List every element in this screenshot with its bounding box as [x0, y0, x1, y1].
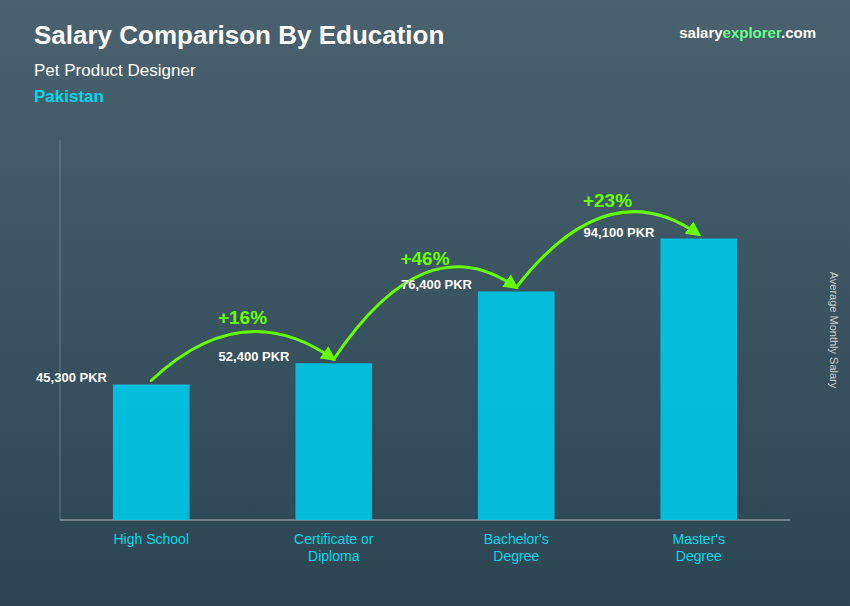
data-label: 94,100 PKR — [584, 225, 655, 240]
change-label: +16% — [218, 307, 267, 328]
category-label-line: Degree — [676, 548, 722, 564]
y-axis-label: Average Monthly Salary — [828, 272, 840, 389]
category-label: High School — [114, 531, 190, 547]
category-label: Certificate orDiploma — [294, 531, 374, 564]
bar — [660, 239, 737, 520]
watermark-part: .com — [781, 24, 816, 41]
watermark-part: salary — [679, 24, 723, 41]
bar — [478, 291, 555, 520]
change-arc — [516, 212, 699, 288]
country: Pakistan — [34, 87, 104, 106]
data-label: 76,400 PKR — [401, 277, 472, 292]
bars — [113, 239, 737, 520]
title: Salary Comparison By Education — [34, 20, 444, 50]
category-label-line: Bachelor's — [484, 531, 549, 547]
data-label: 45,300 PKR — [36, 370, 107, 385]
category-label-line: Diploma — [308, 548, 360, 564]
change-label: +46% — [400, 248, 449, 269]
background — [0, 0, 850, 606]
y-range-line — [60, 140, 61, 520]
change-arcs — [151, 212, 699, 381]
watermark: salaryexplorer.com — [679, 24, 816, 41]
change-arc — [334, 267, 517, 360]
category-label-line: Degree — [493, 548, 539, 564]
bar — [113, 384, 190, 520]
bar — [295, 363, 372, 520]
subtitle: Pet Product Designer — [34, 61, 196, 80]
chart: Salary Comparison By Education Pet Produc… — [0, 0, 850, 606]
data-label: 52,400 PKR — [219, 349, 290, 364]
category-label: Master'sDegree — [673, 531, 725, 564]
change-label: +23% — [583, 190, 632, 211]
category-label-line: Master's — [673, 531, 725, 547]
watermark-part: explorer — [723, 24, 782, 41]
category-label-line: Certificate or — [294, 531, 374, 547]
category-label-line: High School — [114, 531, 190, 547]
change-arc — [151, 332, 334, 381]
category-label: Bachelor'sDegree — [484, 531, 549, 564]
